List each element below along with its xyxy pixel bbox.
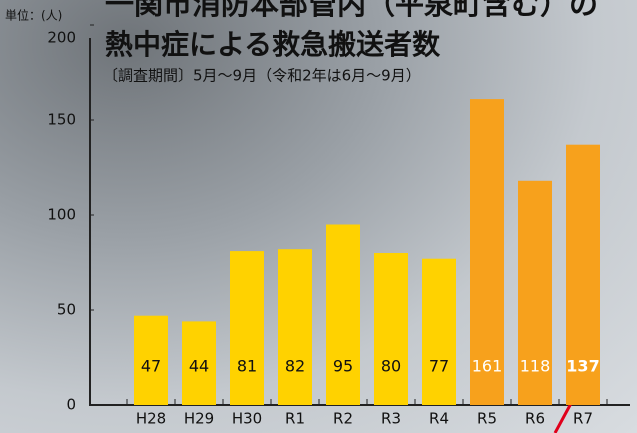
- y-tick-label: 150: [47, 111, 76, 129]
- y-axis-unit: 単位：(人): [5, 8, 62, 23]
- y-tick-label: 100: [47, 206, 76, 224]
- value-label: 47: [141, 357, 161, 376]
- chart: 一関市消防本部管内（平泉町含む）の 熱中症による救急搬送者数 〔調査期間〕5月～…: [0, 0, 637, 433]
- value-label: 80: [381, 357, 401, 376]
- x-tick-label: R5: [477, 410, 497, 428]
- y-tick-label: 0: [66, 396, 76, 414]
- x-tick-label: R3: [381, 410, 401, 428]
- bar: [374, 253, 408, 405]
- value-label: 137: [566, 357, 599, 376]
- chart-subtitle: 〔調査期間〕5月～9月（令和2年は6月～9月）: [103, 67, 421, 85]
- bar: [326, 225, 360, 406]
- value-label: 77: [429, 357, 449, 376]
- value-label: 82: [285, 357, 305, 376]
- page: 一関市消防本部管内（平泉町含む）の 熱中症による救急搬送者数 〔調査期間〕5月～…: [0, 0, 637, 433]
- bar: [230, 251, 264, 405]
- bar: [422, 259, 456, 405]
- y-tick-label: 50: [57, 301, 76, 319]
- x-tick-label: H30: [232, 410, 262, 428]
- x-tick-label: R6: [525, 410, 545, 428]
- value-label: 95: [333, 357, 353, 376]
- chart-title: 一関市消防本部管内（平泉町含む）の: [105, 0, 598, 21]
- y-tick-label: 200: [47, 29, 76, 47]
- x-tick-label: H28: [136, 410, 166, 428]
- x-tick-label: R2: [333, 410, 353, 428]
- chart-title-line2: 熱中症による救急搬送者数: [105, 28, 441, 61]
- x-tick-label: R4: [429, 410, 449, 428]
- x-tick-label: R7: [573, 410, 593, 428]
- x-tick-label: H29: [184, 410, 214, 428]
- value-label: 81: [237, 357, 257, 376]
- x-tick-label: R1: [285, 410, 305, 428]
- value-label: 161: [472, 357, 503, 376]
- value-label: 118: [520, 357, 551, 376]
- bar: [278, 249, 312, 405]
- value-label: 44: [189, 357, 209, 376]
